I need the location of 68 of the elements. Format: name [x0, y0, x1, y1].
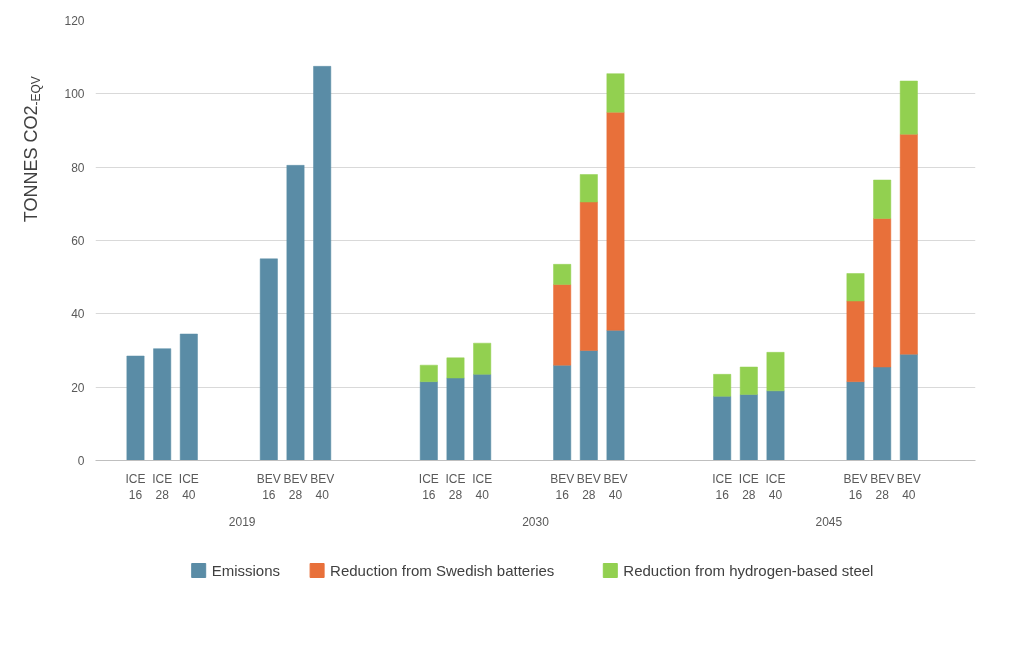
bar	[579, 201, 598, 351]
x-tick-label: BEV 40	[310, 471, 335, 503]
x-tick-label: BEV 28	[576, 471, 601, 503]
bar	[579, 350, 598, 461]
bar	[606, 111, 625, 331]
y-tick-label: 0	[77, 454, 85, 468]
bar	[873, 218, 892, 368]
bar	[473, 374, 492, 461]
x-tick-label: BEV 28	[283, 471, 308, 503]
y-tick-label: 20	[71, 380, 85, 395]
bar	[553, 284, 572, 366]
bar	[739, 366, 758, 395]
y-tick-label: 60	[71, 234, 85, 248]
y-tick-label: 40	[71, 307, 85, 322]
legend-label: Emissions	[211, 562, 281, 579]
bar	[899, 133, 918, 355]
bar	[766, 390, 785, 461]
bar	[446, 357, 465, 379]
y-axis-title: TONNES CO2-EQV	[20, 76, 43, 223]
x-tick-label: ICE 40	[472, 471, 493, 503]
x-tick-label: ICE 16	[125, 471, 146, 503]
bar	[313, 66, 332, 461]
x-tick-label: BEV 16	[550, 471, 575, 503]
bar	[553, 364, 572, 461]
text: 2045	[815, 514, 843, 529]
bar	[286, 165, 305, 461]
bar	[766, 352, 785, 392]
x-tick-label: ICE 28	[738, 471, 759, 503]
bar	[846, 273, 865, 302]
x-tick-label: BEV 16	[256, 471, 281, 503]
x-tick-label: ICE 16	[418, 471, 439, 503]
x-tick-label: BEV 40	[896, 471, 921, 503]
x-tick-label: ICE 28	[445, 471, 466, 503]
x-tick-label: BEV 28	[870, 471, 895, 503]
x-tick-label: ICE 40	[178, 471, 199, 503]
bar	[473, 342, 492, 375]
y-tick-label: 120	[64, 14, 85, 28]
y-tick-label: 80	[71, 160, 85, 175]
x-tick-label: BEV 40	[603, 471, 628, 503]
bar	[606, 73, 625, 113]
bar	[419, 381, 438, 461]
bar	[259, 258, 278, 461]
bar	[606, 330, 625, 461]
bar	[153, 348, 172, 461]
bar	[846, 381, 865, 461]
x-tick-label: ICE 28	[152, 471, 173, 503]
bar	[873, 366, 892, 461]
bar	[446, 377, 465, 461]
bar	[873, 179, 892, 219]
x-tick-label: ICE 16	[712, 471, 733, 503]
text: 2019	[228, 514, 256, 529]
text: 2030	[522, 514, 550, 529]
x-tick-label: BEV 16	[843, 471, 868, 503]
bar	[899, 80, 918, 135]
bar	[179, 333, 198, 461]
bar	[419, 364, 438, 382]
legend-label: Reduction from hydrogen-based steel	[623, 562, 874, 579]
bar	[579, 174, 598, 203]
bar	[899, 353, 918, 461]
bar	[846, 300, 865, 382]
bar	[713, 396, 732, 461]
bar	[713, 374, 732, 397]
y-tick-label: 100	[64, 87, 85, 102]
legend-label: Reduction from Swedish batteries	[330, 562, 555, 579]
bar	[126, 355, 145, 461]
bar	[553, 264, 572, 285]
x-tick-label: ICE 40	[765, 471, 786, 503]
bar	[739, 394, 758, 461]
